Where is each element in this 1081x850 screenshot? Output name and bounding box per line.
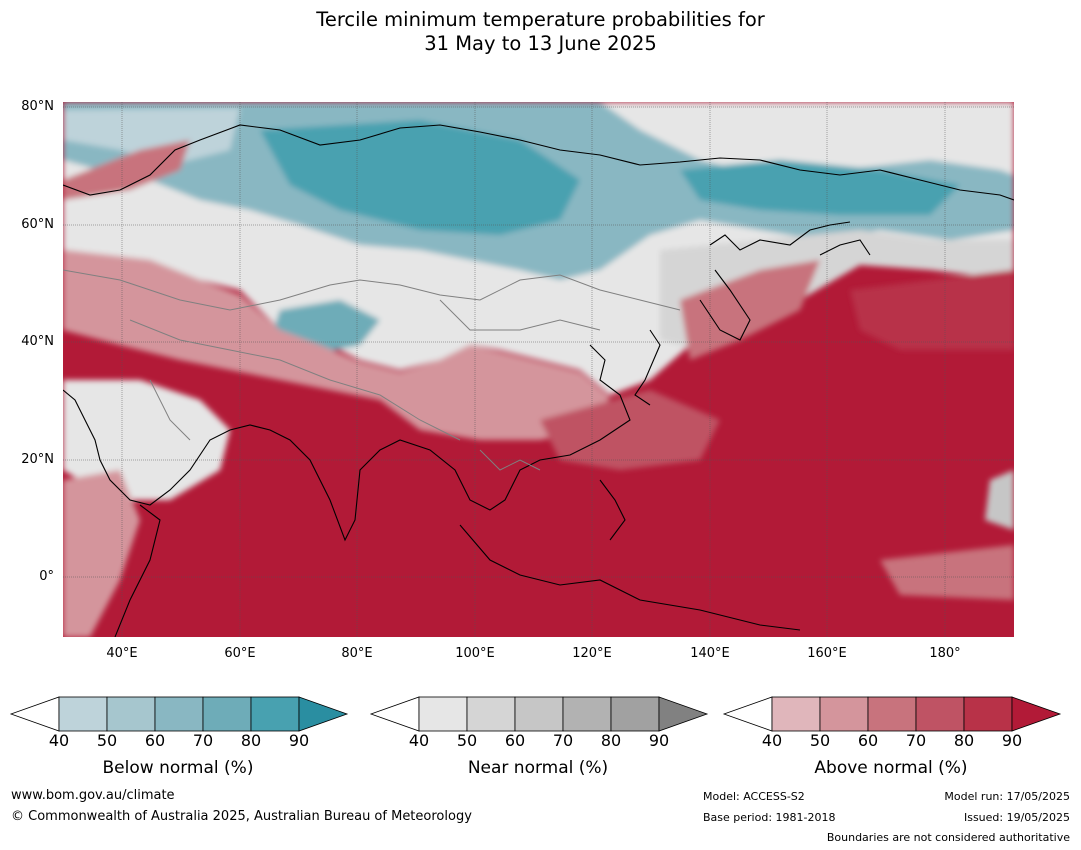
colorbar-near-segment <box>466 696 516 732</box>
colorbar-below-tick: 50 <box>96 731 118 750</box>
colorbar-near-segment <box>610 696 660 732</box>
footer-base-period: Base period: 1981-2018 <box>703 811 836 824</box>
lon-label-140e: 140°E <box>690 646 730 661</box>
footer-model-run: Model run: 17/05/2025 <box>944 790 1070 803</box>
colorbar-near-tick: 40 <box>408 731 430 750</box>
colorbar-below-segment <box>250 696 300 732</box>
colorbar-below-tick: 90 <box>288 731 310 750</box>
colorbar-near-low-extend <box>369 696 420 732</box>
above-normal-pacific-south <box>880 545 1014 600</box>
below-normal-core-east <box>680 160 960 215</box>
colorbar-below-segment <box>106 696 156 732</box>
lon-label-80e: 80°E <box>341 646 373 661</box>
colorbar-title-near: Near normal (%) <box>467 758 609 778</box>
lat-label-80n: 80°N <box>21 99 54 114</box>
lon-label-180: 180° <box>929 646 961 661</box>
gridlines <box>63 102 1014 637</box>
above-normal-north-pacific <box>850 270 1014 350</box>
near-normal-pacific-patch <box>985 470 1014 530</box>
colorbar-below-high-extend <box>298 696 349 732</box>
colorbar-near-segment <box>562 696 612 732</box>
colorbar-above-segment <box>771 696 821 732</box>
colorbar-below-tick: 70 <box>192 731 214 750</box>
colorbar-above-segment <box>867 696 917 732</box>
colorbar-near-tick: 50 <box>456 731 478 750</box>
colorbar-above-tick: 40 <box>761 731 783 750</box>
lon-label-100e: 100°E <box>455 646 495 661</box>
footer-copyright: © Commonwealth of Australia 2025, Austra… <box>11 809 472 824</box>
colorbar-above-tick: 70 <box>905 731 927 750</box>
colorbar-below-tick: 80 <box>240 731 262 750</box>
colorbar-above-tick: 80 <box>953 731 975 750</box>
footer-model: Model: ACCESS-S2 <box>703 790 805 803</box>
colorbar-above-segment <box>963 696 1013 732</box>
below-normal-core-west <box>260 120 580 235</box>
colorbar-below-low-extend <box>9 696 60 732</box>
colorbar-near-high-extend <box>658 696 709 732</box>
colorbar-below-segment <box>202 696 252 732</box>
colorbar-above-high-extend <box>1011 696 1062 732</box>
colorbar-near-tick: 70 <box>552 731 574 750</box>
colorbar-near-segment <box>418 696 468 732</box>
colorbar-above-tick: 90 <box>1001 731 1023 750</box>
colorbar-title-below: Below normal (%) <box>102 758 254 778</box>
lon-label-160e: 160°E <box>807 646 847 661</box>
colorbar-near-segment <box>514 696 564 732</box>
lat-label-20n: 20°N <box>21 452 54 467</box>
colorbar-above-segment <box>915 696 965 732</box>
footer-issued: Issued: 19/05/2025 <box>963 811 1070 824</box>
above-normal-scandinavia <box>63 140 190 200</box>
colorbar-above-low-extend <box>722 696 773 732</box>
colorbar-below-tick: 60 <box>144 731 166 750</box>
colorbar-below-tick: 40 <box>48 731 70 750</box>
borders <box>63 269 681 471</box>
lon-label-120e: 120°E <box>572 646 612 661</box>
colorbar-near-tick: 90 <box>648 731 670 750</box>
footer-disclaimer: Boundaries are not considered authoritat… <box>826 831 1070 844</box>
chart-title: Tercile minimum temperature probabilitie… <box>0 8 1081 56</box>
above-normal-africa <box>63 470 140 637</box>
coastlines <box>63 124 1014 637</box>
lat-label-40n: 40°N <box>21 334 54 349</box>
above-normal-china <box>540 390 720 470</box>
colorbar-below-segment <box>154 696 204 732</box>
colorbar-title-above: Above normal (%) <box>814 758 968 778</box>
title-line-2: 31 May to 13 June 2025 <box>424 32 657 55</box>
above-normal-japan-sea <box>680 260 820 360</box>
colorbar-near-tick: 80 <box>600 731 622 750</box>
lat-label-0: 0° <box>39 569 54 584</box>
lon-label-40e: 40°E <box>106 646 138 661</box>
footer-website: www.bom.gov.au/climate <box>11 788 175 803</box>
colorbar-near-tick: 60 <box>504 731 526 750</box>
title-line-1: Tercile minimum temperature probabilitie… <box>316 8 765 31</box>
below-normal-northwest <box>63 108 240 165</box>
colorbar-above-tick: 60 <box>857 731 879 750</box>
lat-label-60n: 60°N <box>21 217 54 232</box>
lon-label-60e: 60°E <box>224 646 256 661</box>
colorbar-above-segment <box>819 696 869 732</box>
colorbar-below-segment <box>58 696 108 732</box>
above-normal-light-west <box>63 250 610 440</box>
colorbar-above-tick: 50 <box>809 731 831 750</box>
